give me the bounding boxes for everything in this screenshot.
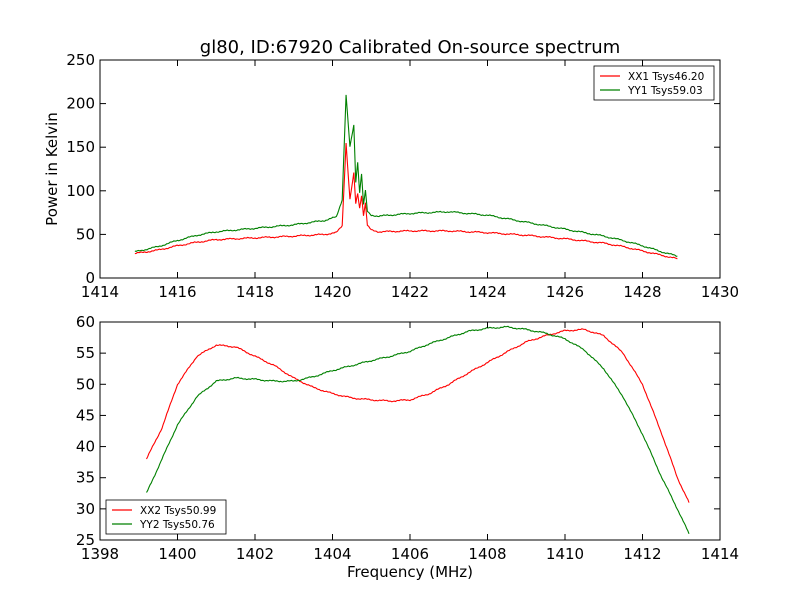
y-tick-label: 150 <box>66 138 95 156</box>
x-tick-label: 1410 <box>546 545 584 563</box>
x-tick-label: 1418 <box>236 283 274 301</box>
legend-label: XX1 Tsys46.20 <box>628 71 704 83</box>
figure-title: gl80, ID:67920 Calibrated On-source spec… <box>200 37 620 58</box>
legend: XX1 Tsys46.20 YY1 Tsys59.03 <box>593 65 715 101</box>
y-tick-label: 55 <box>76 344 95 362</box>
legend-label: YY2 Tsys50.76 <box>139 519 215 531</box>
y-tick-label: 35 <box>76 469 95 487</box>
y-tick-label: 60 <box>76 313 95 331</box>
y-axis-label: Power in Kelvin <box>43 112 61 226</box>
y-tick-label: 30 <box>76 500 95 518</box>
x-tick-label: 1426 <box>546 283 584 301</box>
legend-label: YY1 Tsys59.03 <box>627 85 703 97</box>
x-tick-label: 1408 <box>468 545 506 563</box>
y-tick-label: 25 <box>76 531 95 549</box>
y-tick-label: 250 <box>66 51 95 69</box>
x-tick-label: 1414 <box>701 545 739 563</box>
x-tick-label: 1414 <box>81 283 119 301</box>
x-tick-label: 1428 <box>623 283 661 301</box>
series-line-1 <box>134 143 678 260</box>
x-axis-label: Frequency (MHz) <box>347 563 473 581</box>
series-line-2 <box>134 94 678 257</box>
y-tick-label: 45 <box>76 406 95 424</box>
series-line-2 <box>146 325 690 534</box>
legend-label: XX2 Tsys50.99 <box>140 505 216 517</box>
y-tick-label: 50 <box>76 375 95 393</box>
top-plot: 1414 1416 1418 1420 1422 1424 1426 1428 1430 0 50 1… <box>43 51 739 301</box>
legend: XX2 Tsys50.99 YY2 Tsys50.76 <box>105 499 227 535</box>
y-tick-label: 0 <box>85 269 95 287</box>
x-tick-label: 1406 <box>391 545 429 563</box>
x-tick-label: 1402 <box>236 545 274 563</box>
bottom-plot: 1398 1400 1402 1404 1406 1408 1410 1412 1414 25 30… <box>76 313 739 581</box>
x-tick-label: 1422 <box>391 283 429 301</box>
x-tick-label: 1430 <box>701 283 739 301</box>
x-tick-label: 1420 <box>313 283 351 301</box>
x-tick-label: 1412 <box>623 545 661 563</box>
y-tick-label: 100 <box>66 182 95 200</box>
x-tick-label: 1416 <box>158 283 196 301</box>
y-tick-label: 50 <box>76 225 95 243</box>
x-tick-label: 1424 <box>468 283 506 301</box>
x-tick-label: 1400 <box>158 545 196 563</box>
x-tick-label: 1404 <box>313 545 351 563</box>
series-line-1 <box>146 328 690 503</box>
y-tick-label: 200 <box>66 95 95 113</box>
y-tick-label: 40 <box>76 438 95 456</box>
x-tick-label: 1398 <box>81 545 119 563</box>
